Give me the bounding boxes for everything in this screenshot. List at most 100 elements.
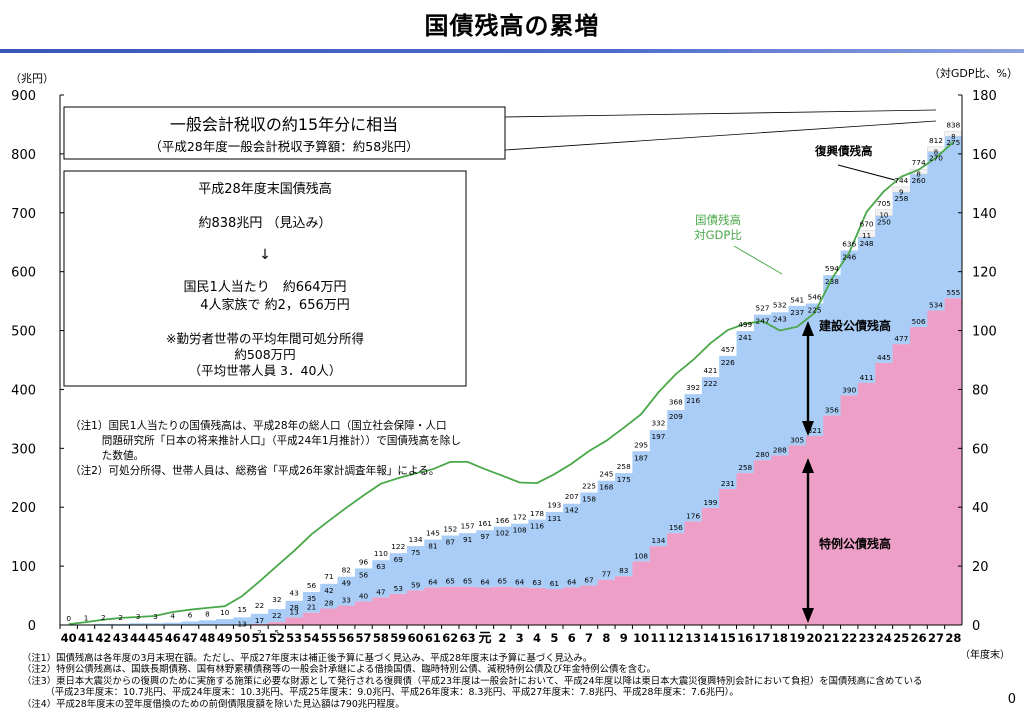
x-tick-label: 18 <box>772 631 788 645</box>
x-tick-label: 53 <box>286 631 302 645</box>
total-label: 499 <box>738 320 752 329</box>
footnote: （平成23年度末：10.7兆円、平成24年度末：10.3兆円、平成25年度末：9… <box>22 687 739 699</box>
chart-notes: （注1）国民1人当たりの国債残高は、平成28年の総人口（国立社会保障・人口 問題… <box>70 419 461 477</box>
construction-bar <box>875 215 893 363</box>
deficit-label: 506 <box>912 317 926 326</box>
x-tick-label: 7 <box>585 631 593 645</box>
y-right-tick-label: 20 <box>972 560 989 575</box>
total-label: 705 <box>877 199 891 208</box>
deficit-bar <box>302 612 321 625</box>
x-tick-label: 23 <box>859 631 875 645</box>
construction-label: 187 <box>634 453 648 462</box>
deficit-bar <box>354 601 373 625</box>
reconstruction-pointer <box>837 164 896 181</box>
deficit-bar <box>528 587 546 625</box>
total-label: 421 <box>704 366 718 375</box>
construction-bar <box>424 539 442 588</box>
y-left-tick-label: 900 <box>11 89 36 104</box>
gdp-ratio-line <box>68 141 954 625</box>
construction-bar <box>164 622 182 625</box>
construction-bar <box>580 492 599 586</box>
total-label: 670 <box>860 219 874 228</box>
deficit-label: 280 <box>756 450 770 459</box>
construction-label: 35 <box>307 594 316 603</box>
deficit-label: 47 <box>376 587 386 596</box>
y-left-tick-label: 0 <box>28 619 36 634</box>
construction-label: 216 <box>686 396 700 405</box>
x-tick-label: 59 <box>390 631 406 645</box>
construction-label: 97 <box>480 532 490 541</box>
construction-bar <box>545 511 564 590</box>
deficit-bar <box>632 561 651 625</box>
construction-label: 260 <box>912 176 926 185</box>
deficit-label: 65 <box>446 577 455 586</box>
tax-revenue-sub: （平成28年度一般会計税収予算額：約58兆円） <box>149 139 418 154</box>
page-number: 0 <box>1007 692 1016 707</box>
construction-bar <box>840 250 859 396</box>
construction-bar <box>181 621 200 625</box>
bar-layer <box>77 131 963 625</box>
total-label: 82 <box>342 566 351 575</box>
deficit-bar <box>268 622 286 625</box>
construction-label: 241 <box>738 333 752 342</box>
total-label: 15 <box>237 605 246 614</box>
construction-label: 63 <box>376 562 386 571</box>
construction-label: 209 <box>669 412 683 421</box>
deficit-bar <box>909 327 928 625</box>
total-label: 295 <box>634 440 648 449</box>
y-left-tick-label: 200 <box>11 501 36 516</box>
deficit-bar <box>441 586 460 625</box>
construction-bar <box>528 519 546 588</box>
x-tick-label: 13 <box>685 631 701 645</box>
construction-bar <box>198 620 217 625</box>
construction-bar <box>944 136 963 299</box>
x-tick-label: 28 <box>945 631 961 645</box>
construction-bar <box>389 553 408 594</box>
construction-bar <box>112 623 130 625</box>
total-label: 207 <box>565 492 579 501</box>
deficit-label: 64 <box>428 577 438 586</box>
deficit-label: 477 <box>894 334 908 343</box>
per-family: 4人家族で 約2，656万円 <box>200 297 350 313</box>
x-tick-label: 6 <box>568 631 576 645</box>
construction-bar <box>909 173 928 328</box>
deficit-label: 231 <box>721 479 735 488</box>
construction-label: 131 <box>547 514 561 523</box>
construction-label: 22 <box>272 611 281 620</box>
reconstruction-label: 11 <box>862 232 871 240</box>
construction-bar <box>354 568 373 602</box>
deficit-bar <box>424 587 442 625</box>
construction-label: 248 <box>860 239 874 248</box>
deficit-bar <box>580 585 599 625</box>
deficit-label: 40 <box>359 591 369 600</box>
deficit-label: 63 <box>532 578 542 587</box>
footnotes: （注1）国債残高は各年度の3月末現在額。ただし、平成27年度末は補正後予算に基づ… <box>22 653 1002 710</box>
deficit-bar <box>563 587 581 625</box>
x-tick-label: 52 <box>269 631 285 645</box>
deficit-bar <box>753 460 772 625</box>
construction-bar <box>736 331 755 474</box>
construction-label: 75 <box>411 548 420 557</box>
deficit-label: 21 <box>307 603 316 612</box>
construction-label: 258 <box>894 194 908 203</box>
title-rule <box>0 49 1024 53</box>
deficit-label: 534 <box>929 301 943 310</box>
construction-label: 168 <box>599 483 613 492</box>
total-label: 258 <box>617 462 631 471</box>
total-label: 172 <box>513 513 527 522</box>
y-left-tick-label: 800 <box>11 148 36 163</box>
total-label: 134 <box>409 535 423 544</box>
gdp-ratio-layer <box>68 141 954 625</box>
construction-label: 247 <box>756 317 770 326</box>
y-right-tick-label: 120 <box>972 266 997 281</box>
x-tick-label: 47 <box>182 631 198 645</box>
deficit-label: 356 <box>825 405 839 414</box>
construction-label: 275 <box>946 138 960 147</box>
total-label: 636 <box>842 239 856 248</box>
x-tick-label: 14 <box>702 631 718 645</box>
deficit-label: 28 <box>324 599 334 608</box>
y-left-tick-label: 500 <box>11 325 36 340</box>
deficit-bar <box>771 455 789 625</box>
deficit-bar <box>406 590 425 625</box>
gdp-pointer <box>733 245 783 275</box>
